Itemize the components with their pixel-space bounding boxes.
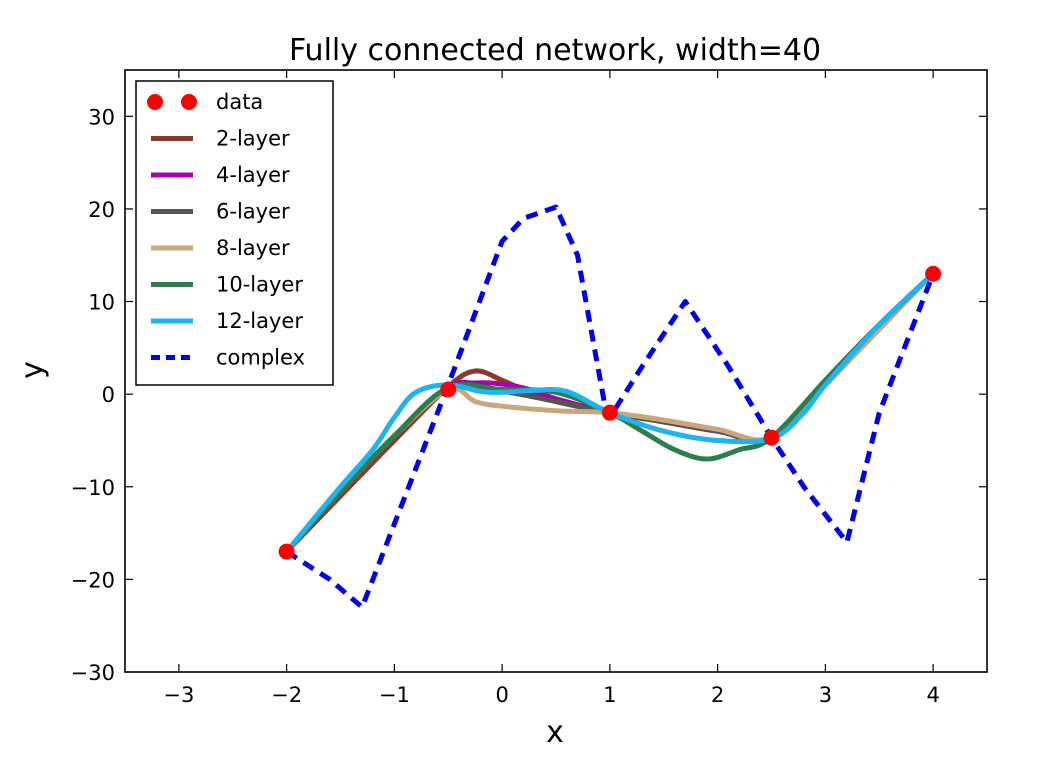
y-tick-label: 0 [102, 383, 115, 407]
chart-title: Fully connected network, width=40 [289, 33, 821, 68]
y-axis-ticks: −30 −20 −10 0 10 20 30 [71, 105, 987, 685]
x-axis-ticks: −3 −2 −1 0 1 2 3 4 [163, 70, 940, 707]
legend-marker-data [181, 94, 197, 110]
x-tick-label: 0 [495, 683, 508, 707]
x-tick-label: −3 [163, 683, 194, 707]
data-point [601, 404, 618, 421]
x-tick-label: −1 [379, 683, 410, 707]
legend-label-8-layer: 8-layer [216, 236, 290, 260]
series-line-complex [285, 204, 936, 610]
data-point [440, 381, 457, 398]
y-axis-label: y [15, 361, 50, 379]
y-tick-label: 30 [88, 105, 115, 129]
y-tick-label: −20 [71, 568, 115, 592]
series-line-10-layer [284, 271, 936, 555]
legend-label-4-layer: 4-layer [216, 163, 290, 187]
data-point [925, 265, 942, 282]
legend: data 2-layer 4-layer 6-layer 8-layer 10-layer… [135, 80, 334, 386]
data-points-layer [278, 265, 942, 560]
data-point [763, 429, 780, 446]
legend-label-data: data [216, 90, 263, 114]
legend-label-6-layer: 6-layer [216, 200, 290, 224]
y-tick-label: −10 [71, 476, 115, 500]
x-tick-label: −2 [271, 683, 302, 707]
legend-label-complex: complex [216, 346, 305, 370]
y-tick-label: −30 [71, 661, 115, 685]
legend-label-12-layer: 12-layer [216, 309, 303, 333]
legend-box [135, 80, 334, 386]
series-layer [284, 204, 936, 610]
legend-label-10-layer: 10-layer [216, 273, 303, 297]
data-point [278, 543, 295, 560]
x-tick-label: 4 [926, 683, 939, 707]
plot-area-frame [124, 69, 988, 673]
x-tick-label: 3 [819, 683, 832, 707]
y-tick-label: 20 [88, 198, 115, 222]
x-tick-label: 2 [711, 683, 724, 707]
y-tick-label: 10 [88, 291, 115, 315]
x-tick-label: 1 [603, 683, 616, 707]
series-line-12-layer [284, 271, 936, 555]
legend-label-2-layer: 2-layer [216, 127, 290, 151]
x-axis-label: x [546, 715, 564, 750]
legend-marker-data [147, 94, 163, 110]
